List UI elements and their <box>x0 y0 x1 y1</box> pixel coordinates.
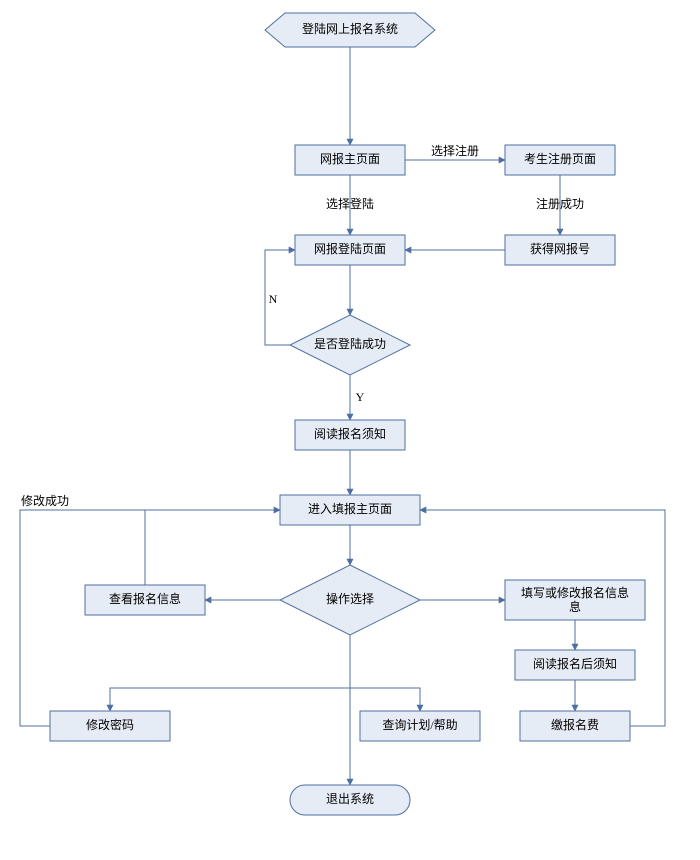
node-changepwd-label: 修改密码 <box>86 717 134 732</box>
node-fillinfo-label1: 填写或修改报名信息 <box>521 585 629 600</box>
node-start-label: 登陆网上报名系统 <box>302 21 398 36</box>
node-payfee: 缴报名费 <box>520 711 630 741</box>
node-login-label: 网报登陆页面 <box>314 241 386 256</box>
node-viewinfo: 查看报名信息 <box>85 585 205 615</box>
node-afternotice: 阅读报名后须知 <box>515 650 635 680</box>
node-changepwd: 修改密码 <box>50 711 170 741</box>
node-register-label: 考生注册页面 <box>524 151 596 166</box>
node-opselect: 操作选择 <box>280 565 420 635</box>
edge-opselect-queryhelp <box>350 688 420 711</box>
node-loginok-label: 是否登陆成功 <box>314 336 386 351</box>
edge-changepwd-fillhome <box>20 510 280 726</box>
node-fillinfo-label2: 息 <box>569 599 581 614</box>
flowchart-canvas: 选择注册 注册成功 选择登陆 N Y 修改成功 登陆网上报名系统 网报主页面 <box>0 0 700 860</box>
node-loginok: 是否登陆成功 <box>290 315 410 375</box>
edge-opselect-changepwd <box>110 688 350 711</box>
node-home: 网报主页面 <box>295 145 405 175</box>
node-queryhelp: 查询计划/帮助 <box>360 711 480 741</box>
node-readnotice: 阅读报名须知 <box>295 420 405 450</box>
node-fillinfo: 填写或修改报名信息 息 <box>505 580 645 620</box>
node-home-label: 网报主页面 <box>320 151 380 166</box>
node-fillhome-label: 进入填报主页面 <box>308 501 392 516</box>
node-fillhome: 进入填报主页面 <box>280 495 420 525</box>
edge-label-modify-ok: 修改成功 <box>21 493 69 508</box>
node-start: 登陆网上报名系统 <box>265 13 435 47</box>
edge-viewinfo-fillhome <box>145 510 280 585</box>
edge-label-select-login: 选择登陆 <box>326 196 374 211</box>
node-exit: 退出系统 <box>290 785 410 815</box>
node-afternotice-label: 阅读报名后须知 <box>533 656 617 671</box>
edge-label-register-ok: 注册成功 <box>536 196 584 211</box>
node-readnotice-label: 阅读报名须知 <box>314 426 386 441</box>
edge-label-select-register: 选择注册 <box>431 143 479 158</box>
node-login: 网报登陆页面 <box>295 235 405 265</box>
node-getid: 获得网报号 <box>505 235 615 265</box>
node-getid-label: 获得网报号 <box>530 241 590 256</box>
node-opselect-label: 操作选择 <box>326 591 374 606</box>
edge-label-login-yes: Y <box>356 390 365 404</box>
node-exit-label: 退出系统 <box>326 792 374 806</box>
node-viewinfo-label: 查看报名信息 <box>109 591 181 606</box>
node-payfee-label: 缴报名费 <box>551 717 599 732</box>
node-register: 考生注册页面 <box>505 145 615 175</box>
edge-label-login-no: N <box>269 292 278 306</box>
node-queryhelp-label: 查询计划/帮助 <box>382 718 457 732</box>
